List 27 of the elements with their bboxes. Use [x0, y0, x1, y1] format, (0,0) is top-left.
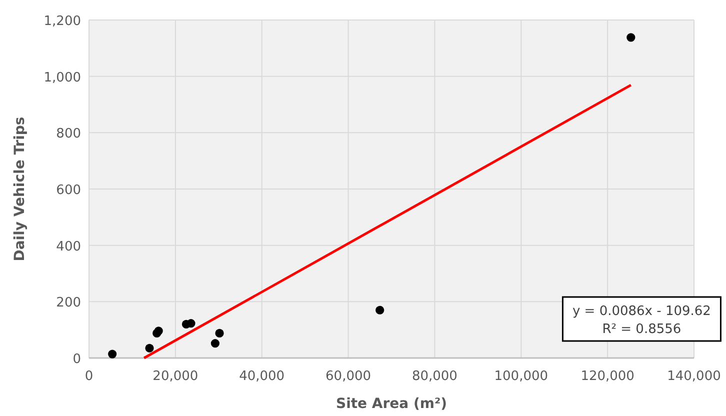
y-tick-label: 600 [56, 183, 81, 198]
x-tick-label: 100,000 [494, 369, 548, 384]
point [154, 326, 163, 336]
x-tick-label: 0 [84, 369, 94, 384]
x-tick-label: 60,000 [326, 369, 372, 384]
point [210, 339, 220, 348]
point [215, 328, 224, 338]
point [186, 319, 196, 328]
point [626, 33, 636, 42]
y-axis-title: Daily Vehicle Trips [12, 116, 28, 262]
y-tick-label: 400 [56, 239, 81, 254]
x-tick-label: 40,000 [239, 369, 285, 384]
y-tick-label: 1,200 [44, 14, 81, 29]
point [145, 344, 154, 352]
point [376, 306, 384, 314]
y-tick-label: 0 [72, 352, 81, 367]
annotation: y = 0.0086x - 109.62 [572, 304, 711, 319]
x-tick-label: 140,000 [667, 369, 721, 384]
x-tick-label: 20,000 [152, 369, 198, 384]
x-axis-title: Site Area (m²) [336, 396, 448, 412]
point [108, 350, 117, 358]
annotation: R² = 0.8556 [602, 322, 682, 337]
x-tick-label: 80,000 [412, 369, 458, 384]
y-tick-label: 1,000 [44, 70, 81, 86]
y-tick-label: 200 [56, 296, 81, 311]
y-tick-label: 800 [56, 126, 81, 142]
x-tick-label: 120,000 [580, 369, 634, 384]
